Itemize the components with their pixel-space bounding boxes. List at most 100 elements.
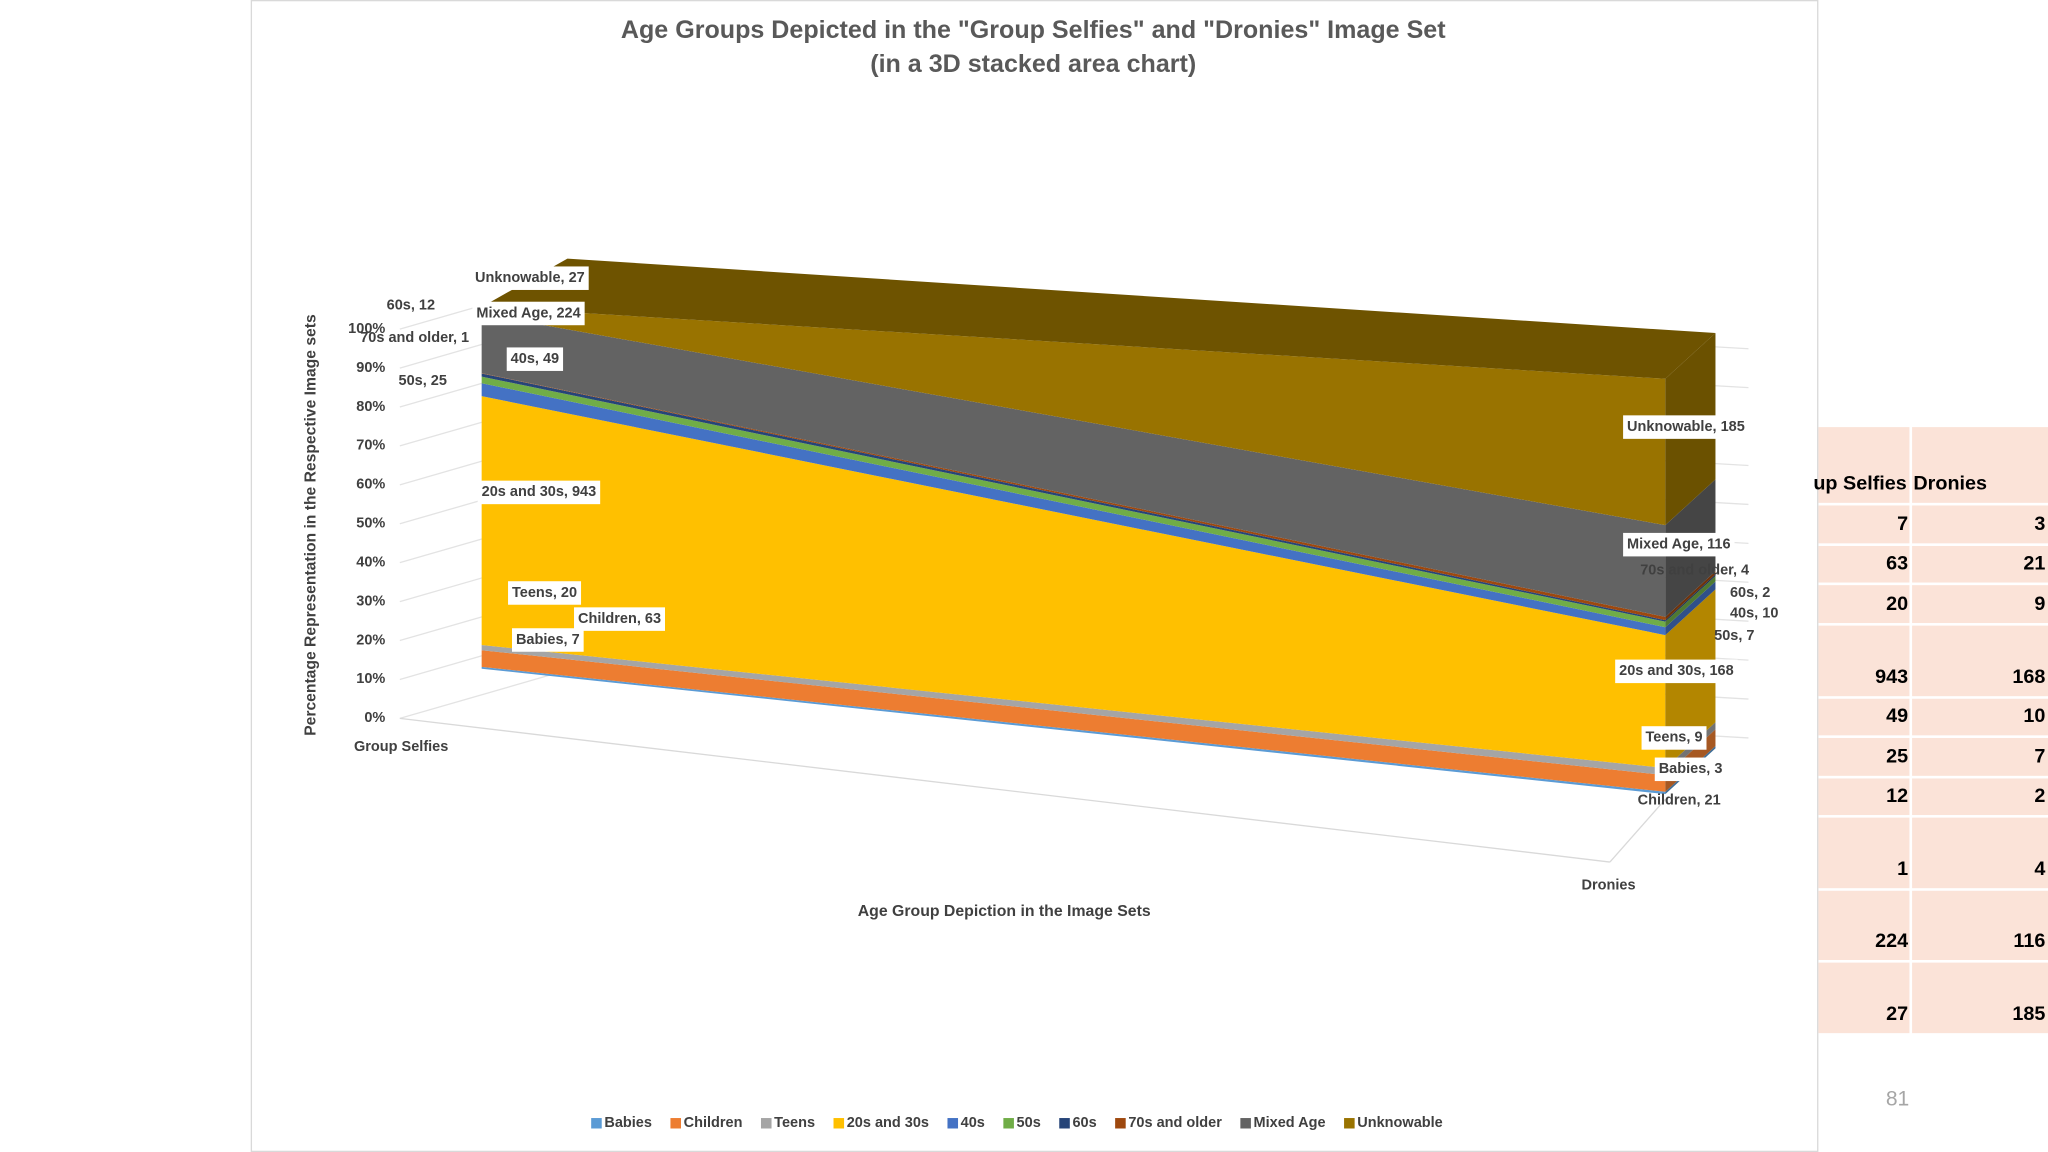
table-cell xyxy=(1818,505,1910,544)
legend-label: Unknowable xyxy=(1357,1115,1442,1131)
table-header: Dronies xyxy=(1913,473,1987,495)
table-header-cell xyxy=(1912,427,2048,503)
data-label: Teens, 20 xyxy=(512,585,577,601)
data-label-group: Unknowable, 27 xyxy=(471,266,589,290)
data-label-group: 20s and 30s, 943 xyxy=(477,480,601,505)
table-value: 9 xyxy=(2034,593,2045,615)
chart-title: Age Groups Depicted in the "Group Selfie… xyxy=(621,16,1446,44)
data-label: Unknowable, 27 xyxy=(475,270,585,286)
x-tick-label: Dronies xyxy=(1582,877,1636,893)
table-value: 3 xyxy=(2034,513,2045,535)
y-tick-label: 90% xyxy=(356,360,385,376)
y-tick-label: 60% xyxy=(356,477,385,493)
area-layer xyxy=(481,644,1666,776)
table-cell xyxy=(1818,817,1910,889)
data-label: 40s, 49 xyxy=(511,351,559,367)
legend-swatch xyxy=(1240,1118,1251,1129)
y-axis-title: Percentage Representation in the Respect… xyxy=(303,314,320,736)
table-value: 2 xyxy=(2034,785,2045,807)
x-tick-label: Group Selfies xyxy=(354,739,448,755)
area-layer xyxy=(481,373,1666,621)
data-label-group: Mixed Age, 224 xyxy=(472,301,585,326)
data-label-box xyxy=(1641,726,1707,750)
table-value: 116 xyxy=(2013,930,2045,952)
legend-label: Mixed Age xyxy=(1254,1115,1326,1131)
area-side xyxy=(1665,581,1716,636)
table-cell xyxy=(1818,778,1910,816)
table-cell xyxy=(1912,778,2048,816)
area-side xyxy=(1665,575,1716,628)
area-layer xyxy=(481,650,1666,792)
data-label-group: 50s, 7 xyxy=(1714,628,1754,644)
table-cell xyxy=(1912,698,2048,736)
area-layer xyxy=(481,314,1666,617)
table-cell xyxy=(1818,737,1910,776)
legend-label: Babies xyxy=(604,1115,652,1131)
area-layer xyxy=(481,383,1666,636)
legend-label: 70s and older xyxy=(1128,1115,1222,1131)
y-tick-label: 20% xyxy=(356,632,385,648)
data-label: Mixed Age, 116 xyxy=(1627,537,1731,553)
table-value: 10 xyxy=(2023,705,2045,727)
legend-swatch xyxy=(1115,1118,1126,1129)
table-cell xyxy=(1912,545,2048,583)
area-side xyxy=(1665,571,1716,621)
legend-label: Teens xyxy=(774,1115,815,1131)
data-label-box xyxy=(1623,532,1735,557)
page-number: 81 xyxy=(1886,1087,1909,1110)
data-label-group: 70s and older, 1 xyxy=(360,330,469,346)
area-side xyxy=(1665,574,1716,622)
y-tick-label: 30% xyxy=(356,593,385,609)
table-header-cell xyxy=(1818,427,1910,503)
data-label-box xyxy=(508,581,582,605)
area-layer xyxy=(481,376,1666,628)
table-cell xyxy=(1912,890,2048,960)
table-value: 224 xyxy=(1875,930,1908,952)
legend-label: 60s xyxy=(1072,1115,1096,1131)
data-label-group: Teens, 9 xyxy=(1641,726,1707,750)
table-value: 49 xyxy=(1886,705,1908,727)
data-label-box xyxy=(472,301,585,326)
y-tick-label: 10% xyxy=(356,671,385,687)
data-label: 50s, 25 xyxy=(399,373,447,389)
data-label-box xyxy=(512,628,584,652)
data-label: 20s and 30s, 943 xyxy=(482,484,597,500)
data-label-group: 60s, 2 xyxy=(1730,585,1770,601)
data-label-group: Children, 63 xyxy=(574,607,666,631)
table-value: 63 xyxy=(1886,553,1908,575)
legend-swatch xyxy=(833,1118,845,1129)
data-label-group: Children, 21 xyxy=(1638,793,1721,809)
data-label-group: Unknowable, 185 xyxy=(1623,415,1749,439)
table-header: up Selfies xyxy=(1813,473,1907,495)
y-tick-label: 0% xyxy=(364,710,385,726)
data-label-box xyxy=(471,266,589,290)
y-tick-label: 70% xyxy=(356,438,385,454)
x-axis-title: Age Group Depiction in the Image Sets xyxy=(858,903,1151,920)
data-label: 60s, 12 xyxy=(387,297,435,313)
table-value: 27 xyxy=(1886,1003,1908,1025)
legend-label: 50s xyxy=(1017,1115,1041,1131)
table-value: 20 xyxy=(1886,593,1908,615)
table-cell xyxy=(1912,737,2048,776)
data-label: Mixed Age, 224 xyxy=(476,305,580,321)
data-label: Children, 21 xyxy=(1638,793,1721,809)
table-cell xyxy=(1912,625,2048,697)
data-label: Unknowable, 185 xyxy=(1627,419,1745,435)
legend-swatch xyxy=(1003,1118,1014,1129)
y-tick-label: 40% xyxy=(356,555,385,571)
table-value: 25 xyxy=(1886,746,1908,768)
table-cell xyxy=(1818,585,1910,624)
table-cell xyxy=(1912,505,2048,544)
table-cell xyxy=(1818,625,1910,697)
table-cell xyxy=(1912,585,2048,624)
area-layer xyxy=(481,306,1666,526)
data-label-box xyxy=(1623,415,1749,439)
data-label-group: 40s, 10 xyxy=(1730,606,1778,622)
data-label-box xyxy=(1654,757,1727,782)
legend-swatch xyxy=(1344,1118,1355,1129)
area-layer xyxy=(481,396,1666,769)
floor-line xyxy=(1609,798,1666,863)
data-label-group: 20s and 30s, 168 xyxy=(1615,659,1738,684)
data-label: Teens, 9 xyxy=(1646,730,1703,746)
